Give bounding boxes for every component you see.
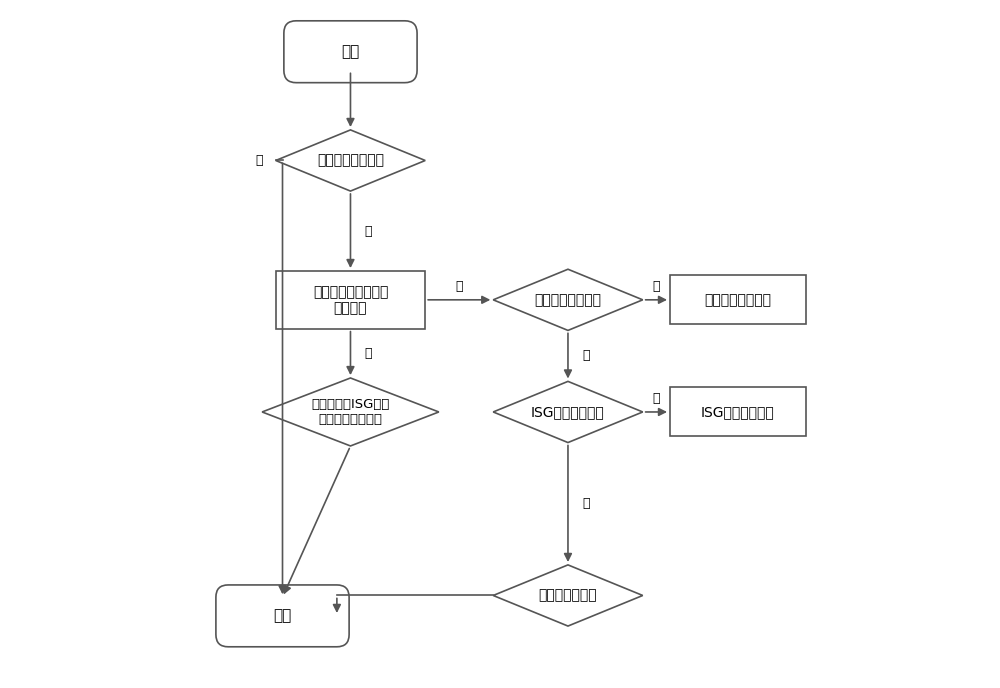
Polygon shape xyxy=(262,378,439,446)
Text: 是: 是 xyxy=(653,280,660,292)
Bar xyxy=(670,387,806,436)
Text: 是: 是 xyxy=(255,154,262,167)
Polygon shape xyxy=(493,381,643,442)
Text: 否: 否 xyxy=(364,224,372,237)
Text: ISG电机系统正常: ISG电机系统正常 xyxy=(531,405,605,419)
Text: 开始: 开始 xyxy=(341,44,360,59)
Text: 高压蓄电池故障？: 高压蓄电池故障？ xyxy=(317,153,384,167)
Text: 否: 否 xyxy=(582,350,589,363)
Text: 是: 是 xyxy=(364,347,372,360)
Polygon shape xyxy=(493,565,643,626)
Bar xyxy=(276,271,425,329)
Text: 无制动能量回收: 无制动能量回收 xyxy=(539,588,597,603)
FancyBboxPatch shape xyxy=(284,21,417,83)
Text: 结束: 结束 xyxy=(273,608,292,623)
Text: 制动回收条件满足且
系统正常: 制动回收条件满足且 系统正常 xyxy=(313,285,388,315)
FancyBboxPatch shape xyxy=(216,585,349,647)
Bar xyxy=(670,275,806,324)
Text: 否: 否 xyxy=(582,497,589,510)
Text: 后驱电机系统正常: 后驱电机系统正常 xyxy=(534,293,601,307)
Text: ISG电机能量回收: ISG电机能量回收 xyxy=(701,405,775,419)
Polygon shape xyxy=(276,130,425,191)
Text: 是: 是 xyxy=(653,392,660,405)
Text: 后驱电机能量回收: 后驱电机能量回收 xyxy=(704,293,771,307)
Polygon shape xyxy=(493,269,643,330)
Text: 否: 否 xyxy=(455,280,463,292)
Text: 后驱电机与ISG电机
合理分配制动能量: 后驱电机与ISG电机 合理分配制动能量 xyxy=(311,398,390,426)
